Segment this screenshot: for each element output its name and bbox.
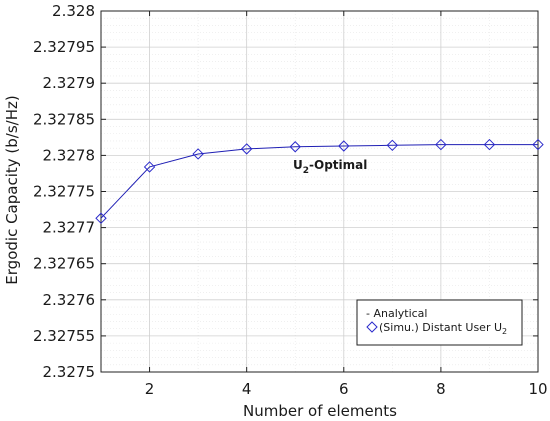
y-tick-labels: 2.3275 2.32755 2.3276 2.32765 2.3277 2.32775 2… — [33, 2, 95, 381]
annotation-suffix: -Optimal — [309, 158, 367, 172]
legend: - Analytical (Simu.) Distant User U2 — [356, 299, 523, 346]
y-tick-label: 2.3278 — [43, 146, 96, 164]
simulation-marker — [338, 140, 350, 152]
simulation-marker — [532, 138, 544, 151]
analytical-line — [100, 144, 538, 219]
legend-box — [356, 299, 523, 346]
simulation-marker — [192, 148, 204, 160]
x-tick-label: 8 — [436, 380, 446, 398]
annotation-main: U — [293, 158, 303, 172]
simulation-marker — [240, 143, 253, 155]
series-group — [95, 138, 544, 224]
y-tick-label: 2.32765 — [33, 255, 95, 273]
optimal-annotation: U2-Optimal — [293, 158, 367, 176]
simulation-marker — [386, 139, 399, 151]
legend-entry-analytical: - Analytical — [366, 307, 427, 320]
simulation-marker — [435, 138, 447, 151]
y-tick-label: 2.3277 — [43, 219, 96, 237]
x-axis-label: Number of elements — [243, 402, 397, 420]
x-tick-label: 10 — [528, 380, 547, 398]
x-tick-labels: 2 4 6 8 10 — [145, 380, 548, 398]
y-tick-label: 2.32775 — [33, 183, 95, 201]
legend-simulation-sub: 2 — [502, 327, 507, 336]
annotation-sub: 2 — [303, 166, 309, 176]
simulation-marker — [483, 138, 496, 151]
legend-diamond-marker — [366, 321, 378, 333]
y-tick-label: 2.3276 — [43, 291, 96, 309]
x-tick-label: 2 — [145, 380, 155, 398]
x-tick-label: 6 — [339, 380, 349, 398]
axis-ticks — [101, 10, 539, 373]
y-axis-label: Ergodic Capacity (b/s/Hz) — [3, 95, 21, 284]
simulation-marker — [95, 212, 107, 224]
y-tick-label: 2.3279 — [43, 74, 96, 92]
legend-simulation-label: (Simu.) Distant User U — [379, 321, 502, 334]
x-tick-label: 4 — [242, 380, 252, 398]
y-tick-label: 2.32795 — [33, 38, 95, 56]
simulation-marker — [289, 141, 301, 153]
y-tick-label: 2.328 — [52, 2, 95, 20]
legend-entry-simulation: (Simu.) Distant User U2 — [379, 321, 507, 336]
simulation-marker — [143, 161, 156, 173]
y-tick-label: 2.3275 — [43, 363, 96, 381]
y-tick-label: 2.32785 — [33, 110, 95, 128]
y-tick-label: 2.32755 — [33, 327, 95, 345]
